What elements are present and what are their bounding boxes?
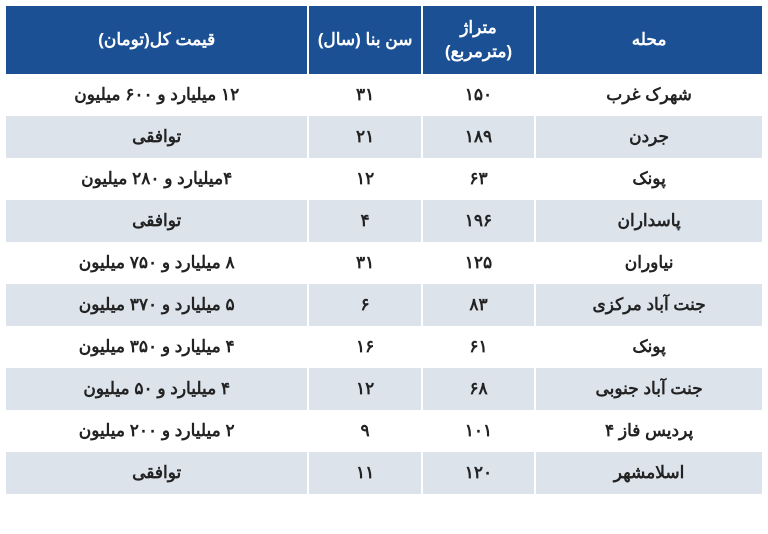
header-age: سن بنا (سال) (308, 6, 421, 74)
table-body: شهرک غرب۱۵۰۳۱۱۲ میلیارد و ۶۰۰ میلیونجردن… (6, 74, 762, 494)
cell-neighborhood: نیاوران (535, 242, 762, 284)
table-row: پردیس فاز ۴۱۰۱۹۲ میلیارد و ۲۰۰ میلیون (6, 410, 762, 452)
table-row: پونک۶۱۱۶۴ میلیارد و ۳۵۰ میلیون (6, 326, 762, 368)
cell-age: ۳۱ (308, 242, 421, 284)
cell-age: ۳۱ (308, 74, 421, 116)
cell-price: ۸ میلیارد و ۷۵۰ میلیون (6, 242, 308, 284)
table-row: جنت آباد مرکزی۸۳۶۵ میلیارد و ۳۷۰ میلیون (6, 284, 762, 326)
cell-age: ۴ (308, 200, 421, 242)
cell-neighborhood: پردیس فاز ۴ (535, 410, 762, 452)
cell-age: ۱۱ (308, 452, 421, 494)
cell-age: ۹ (308, 410, 421, 452)
table-row: جردن۱۸۹۲۱توافقی (6, 116, 762, 158)
cell-price: ۵ میلیارد و ۳۷۰ میلیون (6, 284, 308, 326)
cell-price: توافقی (6, 116, 308, 158)
cell-area: ۶۱ (422, 326, 535, 368)
cell-area: ۶۳ (422, 158, 535, 200)
cell-price: ۴ میلیارد و ۵۰ میلیون (6, 368, 308, 410)
property-table-container: محله متراژ (مترمربع) سن بنا (سال) قیمت ک… (0, 0, 768, 534)
table-row: پاسداران۱۹۶۴توافقی (6, 200, 762, 242)
cell-neighborhood: پاسداران (535, 200, 762, 242)
cell-price: توافقی (6, 200, 308, 242)
table-header: محله متراژ (مترمربع) سن بنا (سال) قیمت ک… (6, 6, 762, 74)
table-row: پونک۶۳۱۲۴میلیارد و ۲۸۰ میلیون (6, 158, 762, 200)
table-row: نیاوران۱۲۵۳۱۸ میلیارد و ۷۵۰ میلیون (6, 242, 762, 284)
cell-price: ۱۲ میلیارد و ۶۰۰ میلیون (6, 74, 308, 116)
cell-price: توافقی (6, 452, 308, 494)
header-area: متراژ (مترمربع) (422, 6, 535, 74)
table-row: شهرک غرب۱۵۰۳۱۱۲ میلیارد و ۶۰۰ میلیون (6, 74, 762, 116)
cell-area: ۱۲۰ (422, 452, 535, 494)
cell-neighborhood: جنت آباد مرکزی (535, 284, 762, 326)
cell-neighborhood: شهرک غرب (535, 74, 762, 116)
cell-price: ۴ میلیارد و ۳۵۰ میلیون (6, 326, 308, 368)
cell-age: ۱۲ (308, 158, 421, 200)
cell-neighborhood: جنت آباد جنوبی (535, 368, 762, 410)
header-neighborhood: محله (535, 6, 762, 74)
table-row: جنت آباد جنوبی۶۸۱۲۴ میلیارد و ۵۰ میلیون (6, 368, 762, 410)
cell-age: ۶ (308, 284, 421, 326)
cell-age: ۱۲ (308, 368, 421, 410)
cell-price: ۴میلیارد و ۲۸۰ میلیون (6, 158, 308, 200)
cell-neighborhood: پونک (535, 326, 762, 368)
cell-area: ۶۸ (422, 368, 535, 410)
cell-area: ۸۳ (422, 284, 535, 326)
property-table: محله متراژ (مترمربع) سن بنا (سال) قیمت ک… (6, 6, 762, 494)
cell-age: ۱۶ (308, 326, 421, 368)
header-price: قیمت کل(تومان) (6, 6, 308, 74)
cell-area: ۱۰۱ (422, 410, 535, 452)
cell-area: ۱۵۰ (422, 74, 535, 116)
cell-area: ۱۸۹ (422, 116, 535, 158)
cell-neighborhood: اسلامشهر (535, 452, 762, 494)
cell-area: ۱۹۶ (422, 200, 535, 242)
cell-price: ۲ میلیارد و ۲۰۰ میلیون (6, 410, 308, 452)
cell-neighborhood: پونک (535, 158, 762, 200)
table-row: اسلامشهر۱۲۰۱۱توافقی (6, 452, 762, 494)
cell-area: ۱۲۵ (422, 242, 535, 284)
cell-age: ۲۱ (308, 116, 421, 158)
cell-neighborhood: جردن (535, 116, 762, 158)
